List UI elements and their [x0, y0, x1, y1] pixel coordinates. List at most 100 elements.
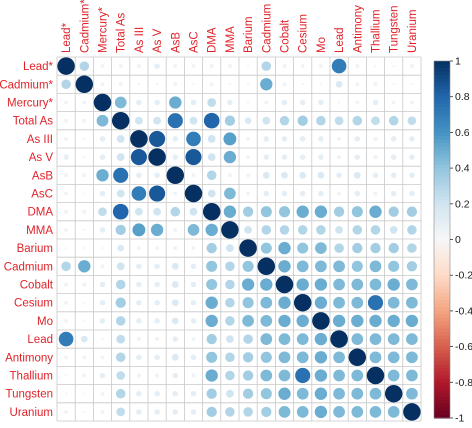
correlation-circle: [242, 206, 254, 217]
correlation-circle: [207, 153, 216, 162]
colorbar-segment: [434, 82, 450, 87]
correlation-circle: [351, 296, 364, 309]
colorbar-segment: [434, 300, 450, 305]
correlation-circle: [388, 206, 399, 217]
colorbar-segment: [434, 339, 450, 344]
correlation-circle: [314, 405, 328, 419]
colorbar-segment: [434, 128, 450, 133]
correlation-circle: [392, 64, 395, 68]
row-label: Thallium: [10, 371, 53, 383]
correlation-circle: [111, 111, 130, 130]
correlation-circle: [406, 369, 418, 382]
correlation-circle: [82, 118, 87, 123]
colorbar-segment: [434, 178, 450, 183]
correlation-circle: [136, 263, 142, 270]
colorbar-segment: [434, 210, 450, 216]
correlation-circle: [130, 130, 148, 148]
correlation-circle: [100, 264, 105, 269]
correlation-circle: [355, 100, 360, 105]
colorbar-segment: [434, 146, 450, 151]
grid: [56, 56, 422, 422]
colorbar-segment: [434, 107, 450, 112]
correlation-circle: [316, 225, 326, 235]
correlation-circle: [184, 184, 203, 203]
correlation-circle: [372, 172, 379, 179]
correlation-circle: [261, 406, 272, 418]
correlation-circle: [166, 166, 185, 185]
correlation-circle: [82, 355, 87, 360]
correlation-circle: [369, 278, 382, 291]
correlation-circle: [387, 296, 400, 309]
colorbar-segment: [434, 160, 450, 166]
correlation-circle: [257, 257, 276, 276]
correlation-circle: [242, 315, 254, 327]
correlation-circle: [296, 387, 309, 400]
correlation-circle: [64, 246, 68, 250]
correlation-circle: [134, 116, 143, 125]
correlation-circle: [318, 154, 324, 160]
correlation-circle: [191, 373, 196, 378]
colorbar-segment: [434, 96, 450, 101]
correlation-circle: [353, 171, 361, 179]
colorbar-tick-label: 0.2: [455, 198, 470, 210]
colorbar-segment: [434, 168, 450, 173]
correlation-circle: [136, 354, 142, 361]
row-label: AsC: [31, 189, 53, 201]
correlation-circle: [167, 113, 183, 129]
correlation-circle: [263, 154, 270, 160]
colorbar-segment: [434, 125, 450, 130]
colorbar-segment: [434, 150, 450, 155]
row-label: Lead*: [23, 61, 54, 73]
correlation-circle: [83, 192, 86, 195]
colorbar-segment: [434, 135, 450, 141]
correlation-circle: [64, 300, 69, 305]
correlation-circle: [64, 227, 69, 232]
correlation-circle: [137, 83, 141, 86]
colorbar-segment: [434, 257, 450, 262]
column-label: Tungsten: [389, 5, 401, 53]
correlation-circle: [171, 353, 179, 361]
correlation-circle: [297, 225, 308, 235]
correlation-circle: [406, 296, 418, 309]
correlation-circle: [246, 191, 251, 196]
correlation-circle: [369, 406, 382, 418]
colorbar-segment: [434, 239, 450, 244]
correlation-circle: [243, 334, 253, 344]
correlation-circle: [221, 221, 239, 239]
correlation-circle: [371, 116, 380, 126]
correlation-circle: [155, 373, 160, 378]
row-label: Uranium: [10, 407, 53, 419]
correlation-circle: [281, 99, 288, 106]
correlation-circle: [260, 333, 273, 345]
correlation-circle: [116, 407, 126, 417]
colorbar-segment: [434, 103, 450, 109]
row-label: Cesium: [14, 298, 53, 310]
correlation-circle: [388, 260, 400, 272]
correlation-circle: [116, 189, 125, 198]
colorbar-segment: [434, 371, 450, 376]
correlation-circle: [209, 82, 214, 87]
colorbar-segment: [434, 321, 450, 326]
correlation-circle: [83, 246, 86, 250]
correlation-circle: [366, 366, 385, 385]
correlation-circle: [190, 281, 197, 288]
correlation-circle: [299, 171, 307, 179]
correlation-circle: [261, 61, 272, 71]
correlation-circle: [136, 337, 141, 342]
correlation-circle: [369, 333, 382, 345]
correlation-circle: [209, 64, 214, 69]
colorbar-segment: [434, 235, 450, 241]
colorbar-segment: [434, 100, 450, 105]
correlation-circle: [190, 263, 197, 270]
correlation-circle: [99, 281, 106, 288]
correlation-circle: [64, 282, 69, 287]
correlation-circle: [293, 293, 312, 312]
correlation-circle: [373, 136, 378, 141]
correlation-circle: [242, 260, 254, 272]
correlation-circle: [260, 278, 273, 291]
correlation-circle: [225, 335, 234, 344]
correlation-circle: [390, 190, 397, 197]
correlation-circle: [57, 57, 75, 75]
column-label: MMA: [225, 26, 237, 53]
correlation-circle: [148, 148, 166, 166]
